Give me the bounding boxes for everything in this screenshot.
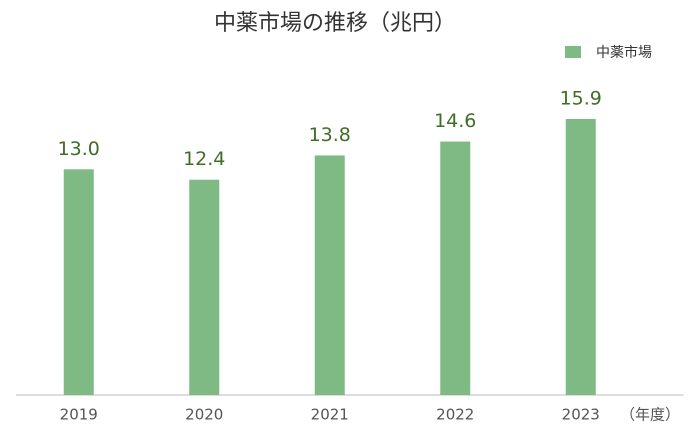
x-tick-label: 2023 <box>562 406 600 424</box>
legend-label: 中薬市場 <box>596 44 652 61</box>
bar <box>63 169 94 395</box>
x-tick-label: 2019 <box>60 406 98 424</box>
x-axis-label: （年度） <box>620 406 680 424</box>
bar <box>565 118 596 395</box>
bar <box>189 179 220 395</box>
data-label: 13.0 <box>58 138 100 160</box>
data-label: 15.9 <box>560 87 602 109</box>
data-label: 12.4 <box>183 148 225 170</box>
legend-swatch <box>565 46 581 58</box>
x-tick-label: 2021 <box>311 406 349 424</box>
data-label: 14.6 <box>434 110 476 132</box>
bar <box>440 141 471 395</box>
data-label: 13.8 <box>309 124 351 146</box>
x-tick-label: 2020 <box>185 406 223 424</box>
chart-title: 中薬市場の推移（兆円） <box>214 11 456 36</box>
x-tick-label: 2022 <box>436 406 474 424</box>
bar <box>314 155 345 395</box>
